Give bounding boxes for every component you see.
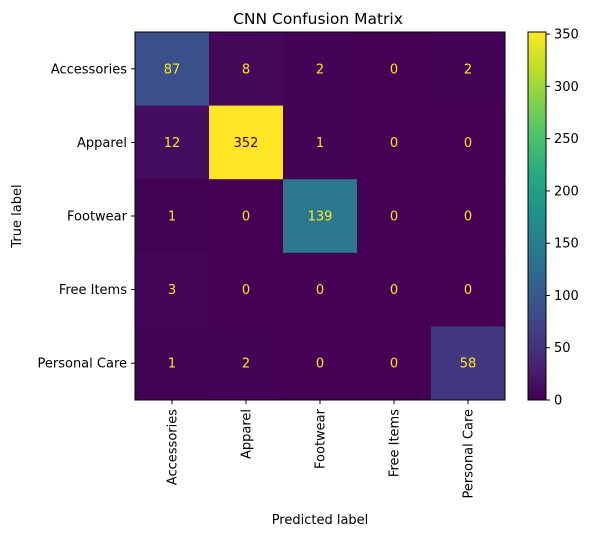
- heatmap-cell: [357, 326, 432, 401]
- y-tick-label: Free Items: [59, 283, 127, 298]
- chart-title: CNN Confusion Matrix: [233, 10, 403, 28]
- cell-value-label: 87: [164, 62, 181, 77]
- cell-value-label: 58: [460, 357, 477, 372]
- cell-value-label: 139: [308, 210, 333, 225]
- colorbar-tick-label: 200: [554, 184, 579, 199]
- cell-value-label: 2: [464, 62, 472, 77]
- heatmap-cell: [135, 326, 210, 401]
- heatmap-cell: [135, 179, 210, 254]
- colorbar-tick-label: 150: [554, 237, 579, 252]
- heatmap-cell: [431, 32, 506, 107]
- x-axis-label: Predicted label: [272, 513, 369, 528]
- y-axis: Accessories Apparel Footwear Free Items Pers…: [38, 62, 135, 372]
- cell-value-label: 0: [316, 283, 324, 298]
- heatmap-cell: [431, 326, 506, 401]
- heatmap-cell: [431, 105, 506, 180]
- heatmap-cell: [283, 32, 358, 107]
- cell-value-label: 0: [390, 210, 398, 225]
- y-tick-label: Personal Care: [38, 357, 128, 372]
- heatmap-cell: [135, 252, 210, 327]
- colorbar-tick-label: 0: [554, 394, 562, 409]
- cell-value-label: 0: [242, 283, 250, 298]
- heatmap-cell: [209, 179, 284, 254]
- cell-value-label: 0: [390, 136, 398, 151]
- heatmap-cell: [431, 252, 506, 327]
- cell-value-label: 0: [390, 62, 398, 77]
- heatmap-cell: [357, 252, 432, 327]
- y-axis-label: True label: [10, 184, 25, 248]
- y-tick-label: Accessories: [51, 62, 127, 77]
- cell-value-label: 12: [164, 136, 181, 151]
- cell-value-label: 1: [316, 136, 324, 151]
- cell-value-label: 0: [390, 357, 398, 372]
- cell-value-label: 1: [168, 357, 176, 372]
- y-tick-label: Footwear: [67, 210, 128, 225]
- colorbar-tick-label: 350: [554, 28, 579, 43]
- heatmap-cell: [209, 32, 284, 107]
- heatmap-cell: [357, 32, 432, 107]
- colorbar-tick-label: 50: [554, 341, 571, 356]
- colorbar-tick-label: 300: [554, 80, 579, 95]
- heatmap-cell: [209, 105, 284, 180]
- heatmap-cell: [283, 252, 358, 327]
- x-axis: Accessories Apparel Footwear Free Items Pers…: [166, 400, 477, 499]
- cell-value-label: 3: [168, 283, 176, 298]
- heatmap-cell: [135, 32, 210, 107]
- x-tick-label: Personal Care: [462, 409, 477, 499]
- cell-value-label: 2: [316, 62, 324, 77]
- heatmap-cell: [283, 326, 358, 401]
- y-tick-label: Apparel: [77, 136, 127, 151]
- cell-value-label: 8: [242, 62, 250, 77]
- cell-value-label: 0: [390, 283, 398, 298]
- cell-value-label: 0: [242, 210, 250, 225]
- cell-value-label: 1: [168, 210, 176, 225]
- cell-value-label: 0: [464, 136, 472, 151]
- heatmap-cell: [209, 252, 284, 327]
- cell-value-label: 0: [464, 210, 472, 225]
- heatmap-cell: [431, 179, 506, 254]
- x-tick-label: Apparel: [240, 409, 255, 459]
- heatmap-cells: 87 8 2 0 212 352 1 0 01 0 139 0 03 0 0 0 01 2 0 0 58: [135, 32, 506, 401]
- cell-value-label: 352: [234, 136, 259, 151]
- heatmap-cell: [209, 326, 284, 401]
- cell-value-label: 0: [464, 283, 472, 298]
- heatmap-cell: [283, 105, 358, 180]
- heatmap-cell: [357, 179, 432, 254]
- heatmap-cell: [357, 105, 432, 180]
- heatmap-cell: [135, 105, 210, 180]
- x-tick-label: Free Items: [388, 409, 403, 477]
- colorbar-tick-label: 100: [554, 289, 579, 304]
- cell-value-label: 2: [242, 357, 250, 372]
- heatmap-cell: [283, 179, 358, 254]
- x-tick-label: Footwear: [314, 408, 329, 469]
- cell-value-label: 0: [316, 357, 324, 372]
- x-tick-label: Accessories: [166, 409, 181, 485]
- colorbar: [527, 31, 547, 401]
- colorbar-axis: 0 50 100 150 200 250 300 350: [546, 28, 579, 409]
- colorbar-tick-label: 250: [554, 132, 579, 147]
